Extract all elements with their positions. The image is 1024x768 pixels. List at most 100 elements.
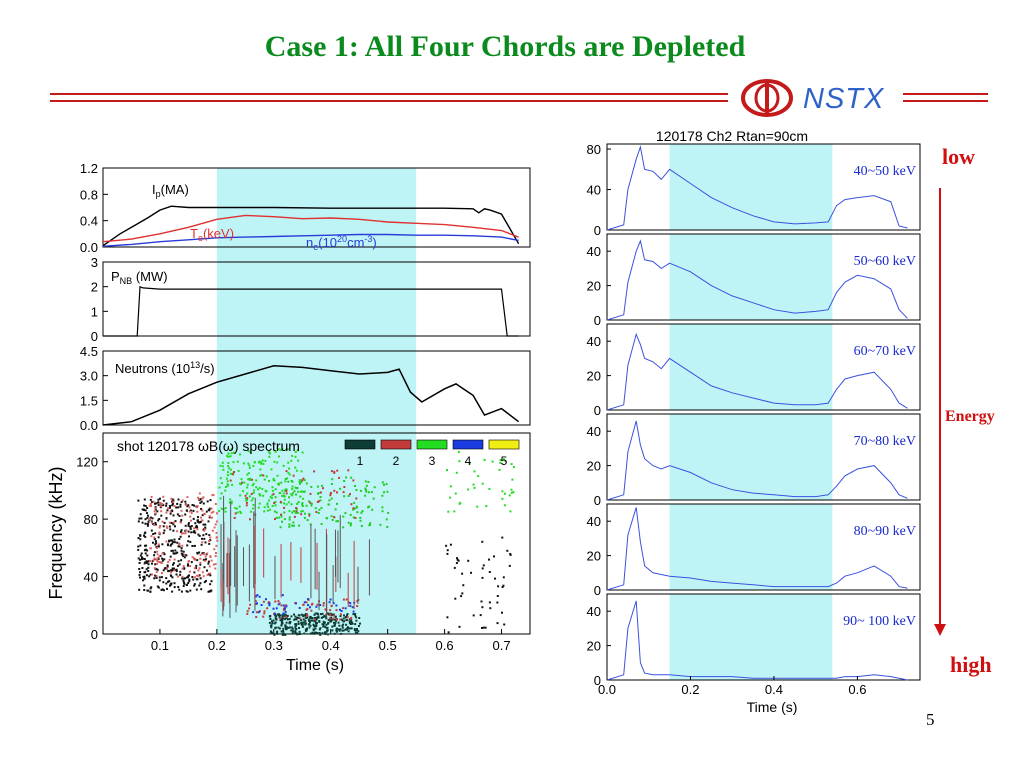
spectrum-point (278, 492, 281, 494)
spectrum-point (207, 520, 210, 523)
spectrum-point (204, 523, 207, 526)
spectrum-point (252, 482, 255, 485)
spectrum-point (236, 511, 239, 514)
spectrum-point (280, 624, 283, 627)
spectrum-point (140, 517, 143, 520)
spectrum-point (176, 513, 179, 516)
spectrum-point (198, 574, 201, 577)
spectrum-point (331, 618, 333, 621)
spectrum-point (313, 613, 316, 616)
nstx-logo-icon (741, 79, 793, 117)
spectrum-point (193, 584, 196, 587)
spectrum-point (186, 544, 189, 547)
legend-swatch (380, 439, 412, 450)
spectrum-point (313, 470, 316, 473)
series-line (102, 365, 520, 426)
spectrum-point (301, 505, 304, 507)
spectrum-point (156, 585, 159, 588)
spectrum-point (179, 503, 182, 506)
spectrum-point (307, 604, 310, 607)
series-line (102, 205, 520, 247)
spectrum-point (261, 487, 264, 490)
spectrum-point (147, 570, 150, 572)
spectrum-point (149, 573, 152, 576)
spectrum-point (457, 451, 460, 454)
spectrum-point (251, 478, 253, 481)
spectrum-point (200, 500, 203, 503)
spectrum-point (140, 558, 143, 561)
spectrum-point (143, 532, 146, 535)
energy-trace (606, 420, 908, 501)
spectrum-point (335, 609, 338, 612)
spectrum-point (139, 571, 142, 574)
ytick-label: 40 (587, 514, 601, 529)
spectrum-point (364, 480, 367, 483)
spectrum-point (496, 601, 499, 604)
spectrum-point (265, 475, 268, 478)
spectrum-point (151, 521, 153, 524)
spectrum-point (185, 576, 188, 579)
ytick-label: 80 (84, 512, 98, 527)
spectrum-point (320, 506, 323, 509)
spectrum-point (467, 559, 470, 562)
spectrum-point (140, 552, 143, 555)
spectrum-point (168, 558, 171, 561)
spectrum-point (360, 525, 363, 527)
spectrum-point (307, 598, 309, 601)
ytick-label: 1.5 (80, 393, 98, 408)
spectrum-point (171, 569, 174, 572)
spectrum-point (286, 477, 289, 480)
ytick-label: 0 (594, 403, 601, 418)
spectrum-point (319, 627, 322, 630)
spectrum-point (273, 612, 276, 615)
ne-label: ne(1020cm-3) (306, 234, 377, 252)
spectrum-point (288, 621, 291, 624)
legend-swatch (452, 439, 484, 450)
spectrum-point (204, 559, 207, 562)
spectrum-point (349, 524, 352, 527)
spectrum-point (334, 508, 337, 511)
spectrum-point (329, 598, 332, 601)
ytick-label: 1.2 (80, 161, 98, 176)
spectrum-point (239, 510, 242, 513)
spectrum-point (274, 488, 277, 491)
spectrum-point (175, 568, 178, 571)
spectrum-point (271, 622, 274, 625)
spectrum-point (137, 537, 140, 539)
spectrum-point (304, 619, 307, 622)
spectrum-point (358, 617, 361, 619)
spectrum-point (270, 468, 273, 471)
spectrum-point (453, 566, 456, 569)
spectrum-point (327, 503, 330, 506)
spectrum-point (181, 575, 184, 578)
spectrum-point (275, 511, 278, 514)
spectrum-point (181, 532, 183, 535)
spectrum-point (192, 557, 195, 560)
spectrum-point (176, 530, 179, 533)
energy-band-label: 50~60 keV (854, 254, 916, 269)
spectrum-point (248, 607, 251, 610)
spectrum-point (498, 468, 501, 471)
spectrum-point (298, 630, 301, 633)
spectrum-point (199, 563, 202, 566)
spectrum-point (168, 540, 170, 543)
spectrum-point (155, 575, 158, 578)
spectrum-point (221, 461, 224, 464)
spectrum-point (194, 531, 197, 534)
spectrum-point (510, 463, 513, 466)
spectrum-point (248, 478, 250, 480)
spectrum-point (206, 552, 209, 555)
xtick-label: 0.3 (265, 638, 283, 653)
spectrum-point (228, 467, 231, 470)
spectrum-point (501, 611, 503, 614)
spectrum-point (306, 613, 309, 616)
spectrum-point (154, 543, 157, 546)
spectrum-point (173, 552, 176, 555)
spectrum-point (481, 567, 484, 570)
spectrum-point (261, 459, 264, 462)
spectrum-point (330, 616, 333, 619)
spectrum-point (219, 497, 222, 500)
spectrum-point (143, 575, 146, 578)
spectrum-point (207, 573, 210, 576)
spectrum-point (298, 627, 300, 629)
